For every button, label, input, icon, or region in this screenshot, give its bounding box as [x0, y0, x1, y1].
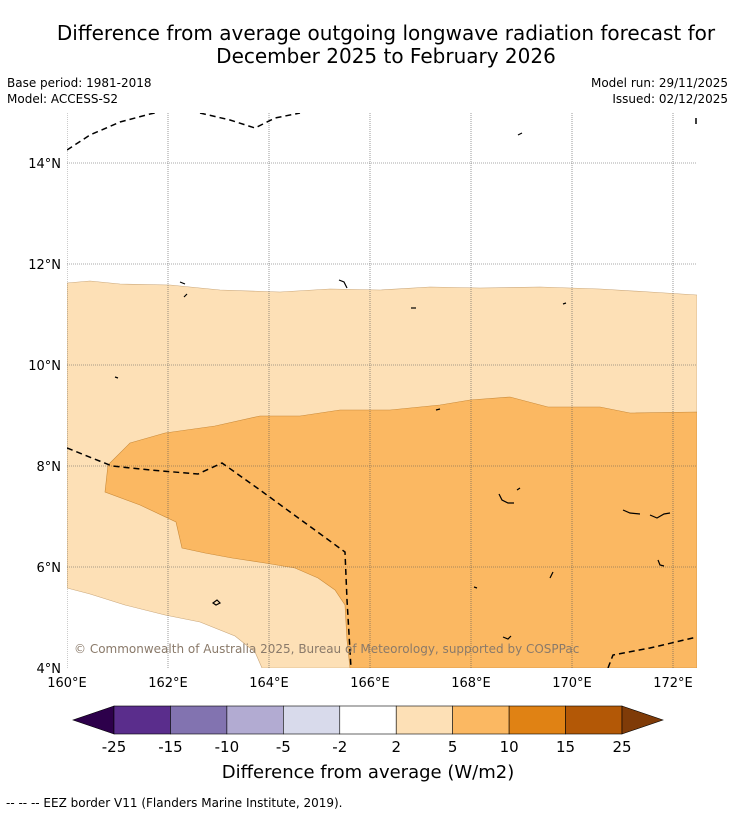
colorbar-tick-label: -5 — [276, 738, 291, 756]
islands — [114, 132, 671, 640]
map-area: © Commonwealth of Australia 2025, Bureau… — [67, 113, 697, 668]
issued-date: Issued: 02/12/2025 — [612, 92, 728, 106]
colorbar-tick-label: 15 — [556, 738, 575, 756]
anomaly-region-neutral — [67, 592, 258, 668]
colorbar-cell — [113, 705, 171, 735]
base-period: Base period: 1981-2018 — [7, 76, 152, 90]
model-run: Model run: 29/11/2025 — [590, 76, 728, 90]
meta-right: Model run: 29/11/2025 Issued: 02/12/2025 — [591, 75, 728, 107]
lon-label: 170°E — [552, 676, 592, 691]
colorbar-cell — [508, 705, 566, 735]
title-line-1: Difference from average outgoing longwav… — [56, 21, 716, 45]
title-line-2: December 2025 to February 2026 — [216, 44, 556, 68]
gridlines — [67, 113, 697, 668]
colorbar: -25 -15 -10 -5 -2 2 5 10 15 25 — [72, 705, 664, 756]
colorbar-cell — [339, 705, 397, 735]
model-name: Model: ACCESS-S2 — [7, 92, 119, 106]
colorbar-cell — [395, 705, 453, 735]
lat-label: 14°N — [28, 157, 61, 172]
colorbar-extend-high — [621, 705, 664, 735]
lon-label: 168°E — [451, 676, 491, 691]
eez-borders — [67, 113, 697, 668]
lat-label: 12°N — [28, 258, 61, 273]
lon-label: 162°E — [148, 676, 188, 691]
colorbar-tick-label: -25 — [102, 738, 127, 756]
lat-label: 8°N — [37, 460, 62, 475]
colorbar-tick-label: -10 — [215, 738, 240, 756]
chart-title: Difference from average outgoing longwav… — [0, 22, 736, 68]
colorbar-tick-label: -2 — [332, 738, 347, 756]
meta-left: Base period: 1981-2018 Model: ACCESS-S2 — [7, 75, 152, 107]
latitude-labels: 14°N 12°N 10°N 8°N 6°N 4°N — [28, 157, 61, 677]
colorbar-extend-low — [72, 705, 115, 735]
colorbar-title: Difference from average (W/m2) — [222, 762, 514, 783]
colorbar-tick-label: 2 — [391, 738, 401, 756]
colorbar-tick-label: 10 — [500, 738, 519, 756]
eez-legend-note: -- -- -- EEZ border V11 (Flanders Marine… — [6, 796, 343, 810]
lat-label: 10°N — [28, 359, 61, 374]
colorbar-cell — [283, 705, 341, 735]
copyright-note: © Commonwealth of Australia 2025, Bureau… — [74, 642, 579, 656]
colorbar-tick-label: 5 — [448, 738, 458, 756]
lat-label: 6°N — [37, 561, 62, 576]
lat-label: 4°N — [37, 662, 62, 677]
anomaly-region-5-10 — [104, 396, 697, 668]
colorbar-tick-label: 25 — [612, 738, 631, 756]
colorbar-cell — [170, 705, 228, 735]
colorbar-cell — [452, 705, 510, 735]
lon-label: 164°E — [249, 676, 289, 691]
colorbar-cell — [226, 705, 284, 735]
lon-label: 166°E — [350, 676, 390, 691]
lon-label: 160°E — [47, 676, 87, 691]
lon-label: 172°E — [653, 676, 693, 691]
colorbar-cell — [565, 705, 623, 735]
colorbar-tick-label: -15 — [158, 738, 183, 756]
longitude-labels: 160°E 162°E 164°E 166°E 168°E 170°E 172°… — [47, 676, 693, 691]
